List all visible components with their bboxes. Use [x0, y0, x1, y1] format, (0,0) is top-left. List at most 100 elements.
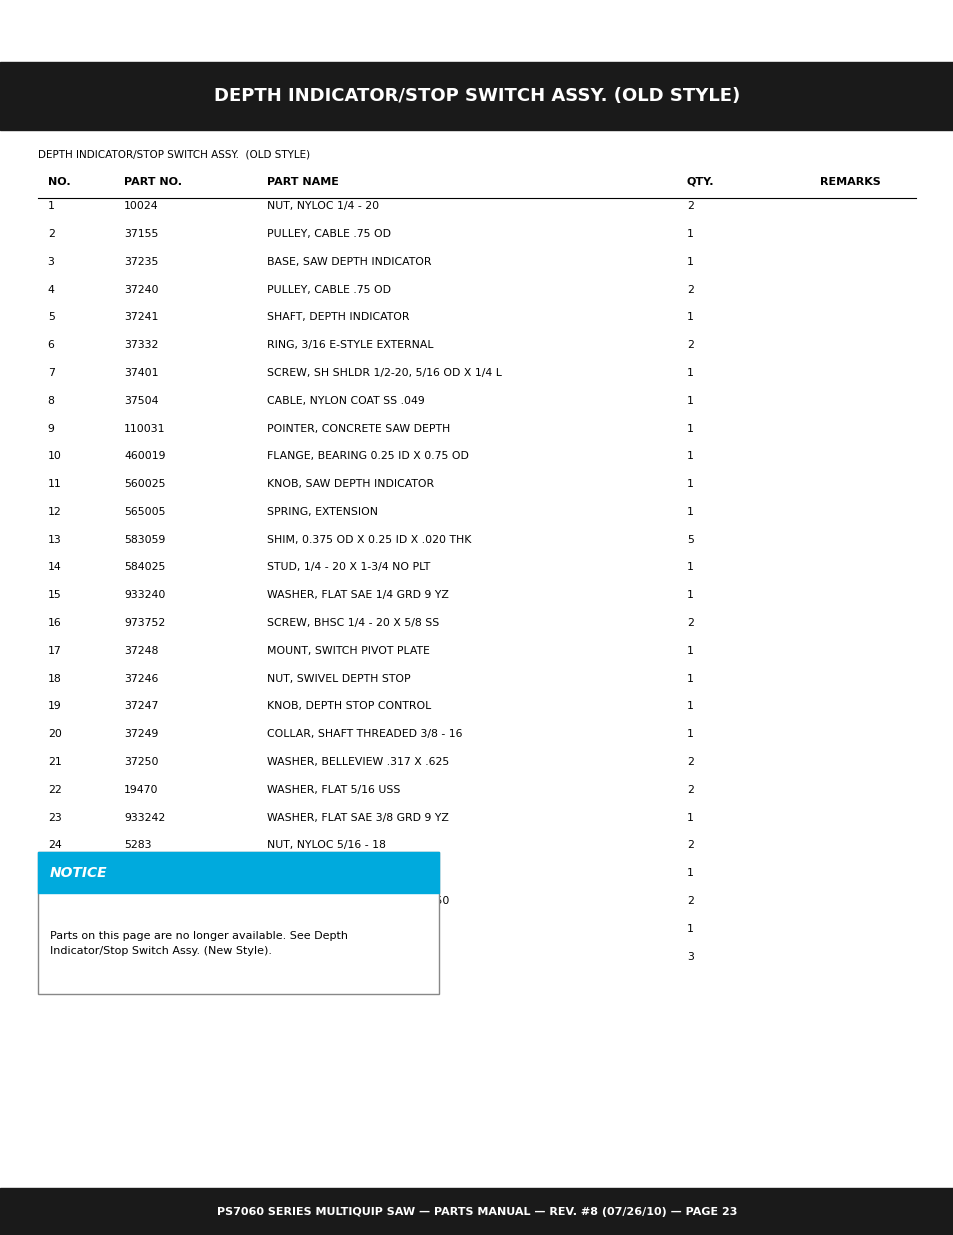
Text: 1: 1 — [686, 562, 693, 573]
Text: REMARKS: REMARKS — [820, 177, 881, 186]
Text: 24: 24 — [48, 840, 61, 851]
Text: 2: 2 — [686, 784, 693, 795]
Text: 1: 1 — [686, 257, 693, 267]
Text: 1: 1 — [686, 868, 693, 878]
Text: WASHER, FLAT SAE 1/4 GRD 9 YZ: WASHER, FLAT SAE 1/4 GRD 9 YZ — [267, 590, 449, 600]
Text: 37401: 37401 — [124, 368, 158, 378]
Text: WASHER, FLAT SAE 3/8 GRD 9 YZ: WASHER, FLAT SAE 3/8 GRD 9 YZ — [267, 813, 449, 823]
Text: 1: 1 — [686, 813, 693, 823]
Text: NOTICE: NOTICE — [50, 866, 107, 879]
Text: 1: 1 — [686, 451, 693, 462]
Text: 20: 20 — [48, 729, 62, 740]
Text: NUT, NYLOC 1/4 - 20: NUT, NYLOC 1/4 - 20 — [267, 201, 379, 211]
Text: 933242: 933242 — [124, 813, 165, 823]
Bar — [38, 852, 438, 893]
Text: 16: 16 — [48, 618, 61, 629]
Text: STUD, 3/8 - 16 X 4: STUD, 3/8 - 16 X 4 — [267, 924, 367, 934]
Text: WASHER, FLAT USS 3/8 PLD: WASHER, FLAT USS 3/8 PLD — [267, 951, 417, 962]
Text: 584025: 584025 — [124, 562, 165, 573]
Text: 5283: 5283 — [124, 840, 152, 851]
Text: 11: 11 — [48, 479, 61, 489]
Text: STUD, 1/4 - 20 X 1-3/4 NO PLT: STUD, 1/4 - 20 X 1-3/4 NO PLT — [267, 562, 430, 573]
Text: 27: 27 — [48, 924, 61, 934]
Text: 37249: 37249 — [124, 729, 158, 740]
Text: 2: 2 — [686, 284, 693, 295]
Text: 37240: 37240 — [124, 284, 158, 295]
Text: 5: 5 — [686, 535, 693, 545]
Text: 565005: 565005 — [124, 506, 166, 517]
Text: SCREW, SH SHLDR 1/2-20, 5/16 OD X 1/4 L: SCREW, SH SHLDR 1/2-20, 5/16 OD X 1/4 L — [267, 368, 501, 378]
Text: 4: 4 — [48, 284, 54, 295]
Text: 8: 8 — [48, 395, 54, 406]
Text: 2: 2 — [48, 228, 54, 240]
Text: 37251: 37251 — [124, 895, 158, 906]
Text: 1: 1 — [686, 590, 693, 600]
Text: 37247: 37247 — [124, 701, 158, 711]
Text: 3: 3 — [48, 257, 54, 267]
Text: RING, 3/16 E-STYLE EXTERNAL: RING, 3/16 E-STYLE EXTERNAL — [267, 340, 434, 351]
Text: 22: 22 — [48, 784, 61, 795]
Text: 2: 2 — [686, 840, 693, 851]
Text: 37250: 37250 — [124, 757, 158, 767]
Text: 2: 2 — [686, 201, 693, 211]
Text: SCREW, BHSC 1/4 - 20 X 5/8 SS: SCREW, BHSC 1/4 - 20 X 5/8 SS — [267, 618, 439, 629]
Text: 1: 1 — [48, 201, 54, 211]
Text: 1: 1 — [686, 395, 693, 406]
Text: PULLEY, CABLE .75 OD: PULLEY, CABLE .75 OD — [267, 284, 391, 295]
Text: PART NO.: PART NO. — [124, 177, 182, 186]
Text: 37504: 37504 — [124, 395, 158, 406]
Text: 37155: 37155 — [124, 228, 158, 240]
Text: 1: 1 — [686, 479, 693, 489]
Text: 9: 9 — [48, 424, 54, 433]
Text: 19: 19 — [48, 701, 61, 711]
Text: FLANGE, BEARING 0.25 ID X 0.75 OD: FLANGE, BEARING 0.25 ID X 0.75 OD — [267, 451, 469, 462]
Text: Parts on this page are no longer available. See Depth
Indicator/Stop Switch Assy: Parts on this page are no longer availab… — [50, 931, 347, 956]
Text: DEPTH INDICATOR/STOP SWITCH ASSY. (OLD STYLE): DEPTH INDICATOR/STOP SWITCH ASSY. (OLD S… — [213, 86, 740, 105]
Text: 1: 1 — [686, 729, 693, 740]
Text: 13: 13 — [48, 535, 61, 545]
Text: 583059: 583059 — [124, 535, 165, 545]
Text: 1: 1 — [686, 228, 693, 240]
Text: 37235: 37235 — [124, 257, 158, 267]
Text: 2: 2 — [686, 757, 693, 767]
Text: 560025: 560025 — [124, 479, 166, 489]
Text: 2: 2 — [686, 340, 693, 351]
Text: 37241: 37241 — [124, 312, 158, 322]
Bar — [0, 62, 953, 130]
Text: NUT, NYLOC 3/8 - 16: NUT, NYLOC 3/8 - 16 — [267, 868, 378, 878]
Text: 110031: 110031 — [124, 424, 166, 433]
Text: 15: 15 — [48, 590, 61, 600]
Text: 37375: 37375 — [124, 924, 158, 934]
Text: 4001: 4001 — [124, 951, 152, 962]
Text: QTY.: QTY. — [686, 177, 714, 186]
Bar — [38, 852, 438, 994]
Text: SPRING, EXTENSION: SPRING, EXTENSION — [267, 506, 377, 517]
Text: 1: 1 — [686, 673, 693, 684]
Text: 10: 10 — [48, 451, 62, 462]
Text: 1: 1 — [686, 506, 693, 517]
Text: 18: 18 — [48, 673, 61, 684]
Text: 460019: 460019 — [124, 451, 166, 462]
Text: 37246: 37246 — [124, 673, 158, 684]
Text: 25: 25 — [48, 868, 61, 878]
Text: NUT, NYLOC 5/16 - 18: NUT, NYLOC 5/16 - 18 — [267, 840, 386, 851]
Text: MOUNT, SWITCH PIVOT PLATE: MOUNT, SWITCH PIVOT PLATE — [267, 646, 430, 656]
Text: 10133: 10133 — [124, 868, 158, 878]
Text: BASE, SAW DEPTH INDICATOR: BASE, SAW DEPTH INDICATOR — [267, 257, 431, 267]
Text: 17: 17 — [48, 646, 61, 656]
Text: 2: 2 — [686, 618, 693, 629]
Text: WASHER, FLAT 5/16 USS: WASHER, FLAT 5/16 USS — [267, 784, 400, 795]
Text: 3: 3 — [686, 951, 693, 962]
Text: CABLE, NYLON COAT SS .049: CABLE, NYLON COAT SS .049 — [267, 395, 424, 406]
Text: 2: 2 — [686, 895, 693, 906]
Text: PS7060 SERIES MULTIQUIP SAW — PARTS MANUAL — REV. #8 (07/26/10) — PAGE 23: PS7060 SERIES MULTIQUIP SAW — PARTS MANU… — [216, 1207, 737, 1216]
Text: POINTER, CONCRETE SAW DEPTH: POINTER, CONCRETE SAW DEPTH — [267, 424, 450, 433]
Text: 37248: 37248 — [124, 646, 158, 656]
Bar — [0, 1188, 953, 1235]
Text: 28: 28 — [48, 951, 61, 962]
Text: 973752: 973752 — [124, 618, 165, 629]
Text: KNOB, SAW DEPTH INDICATOR: KNOB, SAW DEPTH INDICATOR — [267, 479, 434, 489]
Text: COLLAR, SHAFT THREADED 3/8 - 16: COLLAR, SHAFT THREADED 3/8 - 16 — [267, 729, 462, 740]
Text: 1: 1 — [686, 312, 693, 322]
Text: 37332: 37332 — [124, 340, 158, 351]
